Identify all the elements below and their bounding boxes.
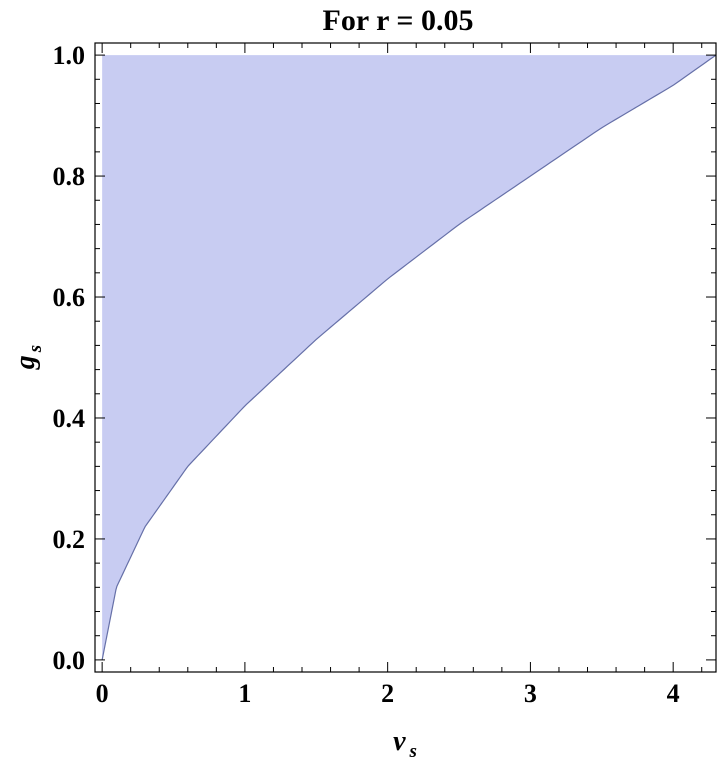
x-tick-label: 1 bbox=[238, 679, 251, 708]
boundary-curve bbox=[101, 54, 717, 660]
x-axis-label-main: v bbox=[393, 726, 406, 757]
y-axis-ticks: 0.0 0.2 0.4 0.6 0.8 1.0 bbox=[53, 41, 716, 675]
y-tick-label: 0.8 bbox=[53, 162, 86, 191]
plot-frame bbox=[94, 42, 717, 673]
y-tick-label: 1.0 bbox=[53, 41, 86, 70]
feasible-region bbox=[102, 55, 716, 660]
chart-title: For r = 0.05 bbox=[323, 4, 474, 37]
x-tick-label: 4 bbox=[667, 679, 680, 708]
x-tick-label: 3 bbox=[524, 679, 537, 708]
plot-area bbox=[101, 54, 717, 660]
y-tick-label: 0.4 bbox=[53, 404, 86, 433]
x-axis-ticks: 0 1 2 3 4 bbox=[96, 43, 703, 708]
y-axis-label-sub: s bbox=[25, 345, 46, 353]
y-tick-label: 0.6 bbox=[53, 283, 86, 312]
x-axis-label-sub: s bbox=[409, 741, 417, 757]
y-tick-label: 0.2 bbox=[53, 525, 86, 554]
x-tick-label: 2 bbox=[381, 679, 394, 708]
y-axis-label: gs bbox=[10, 345, 46, 370]
y-axis-label-main: g bbox=[10, 355, 41, 370]
y-tick-label: 0.0 bbox=[53, 646, 86, 675]
x-tick-label: 0 bbox=[96, 679, 109, 708]
